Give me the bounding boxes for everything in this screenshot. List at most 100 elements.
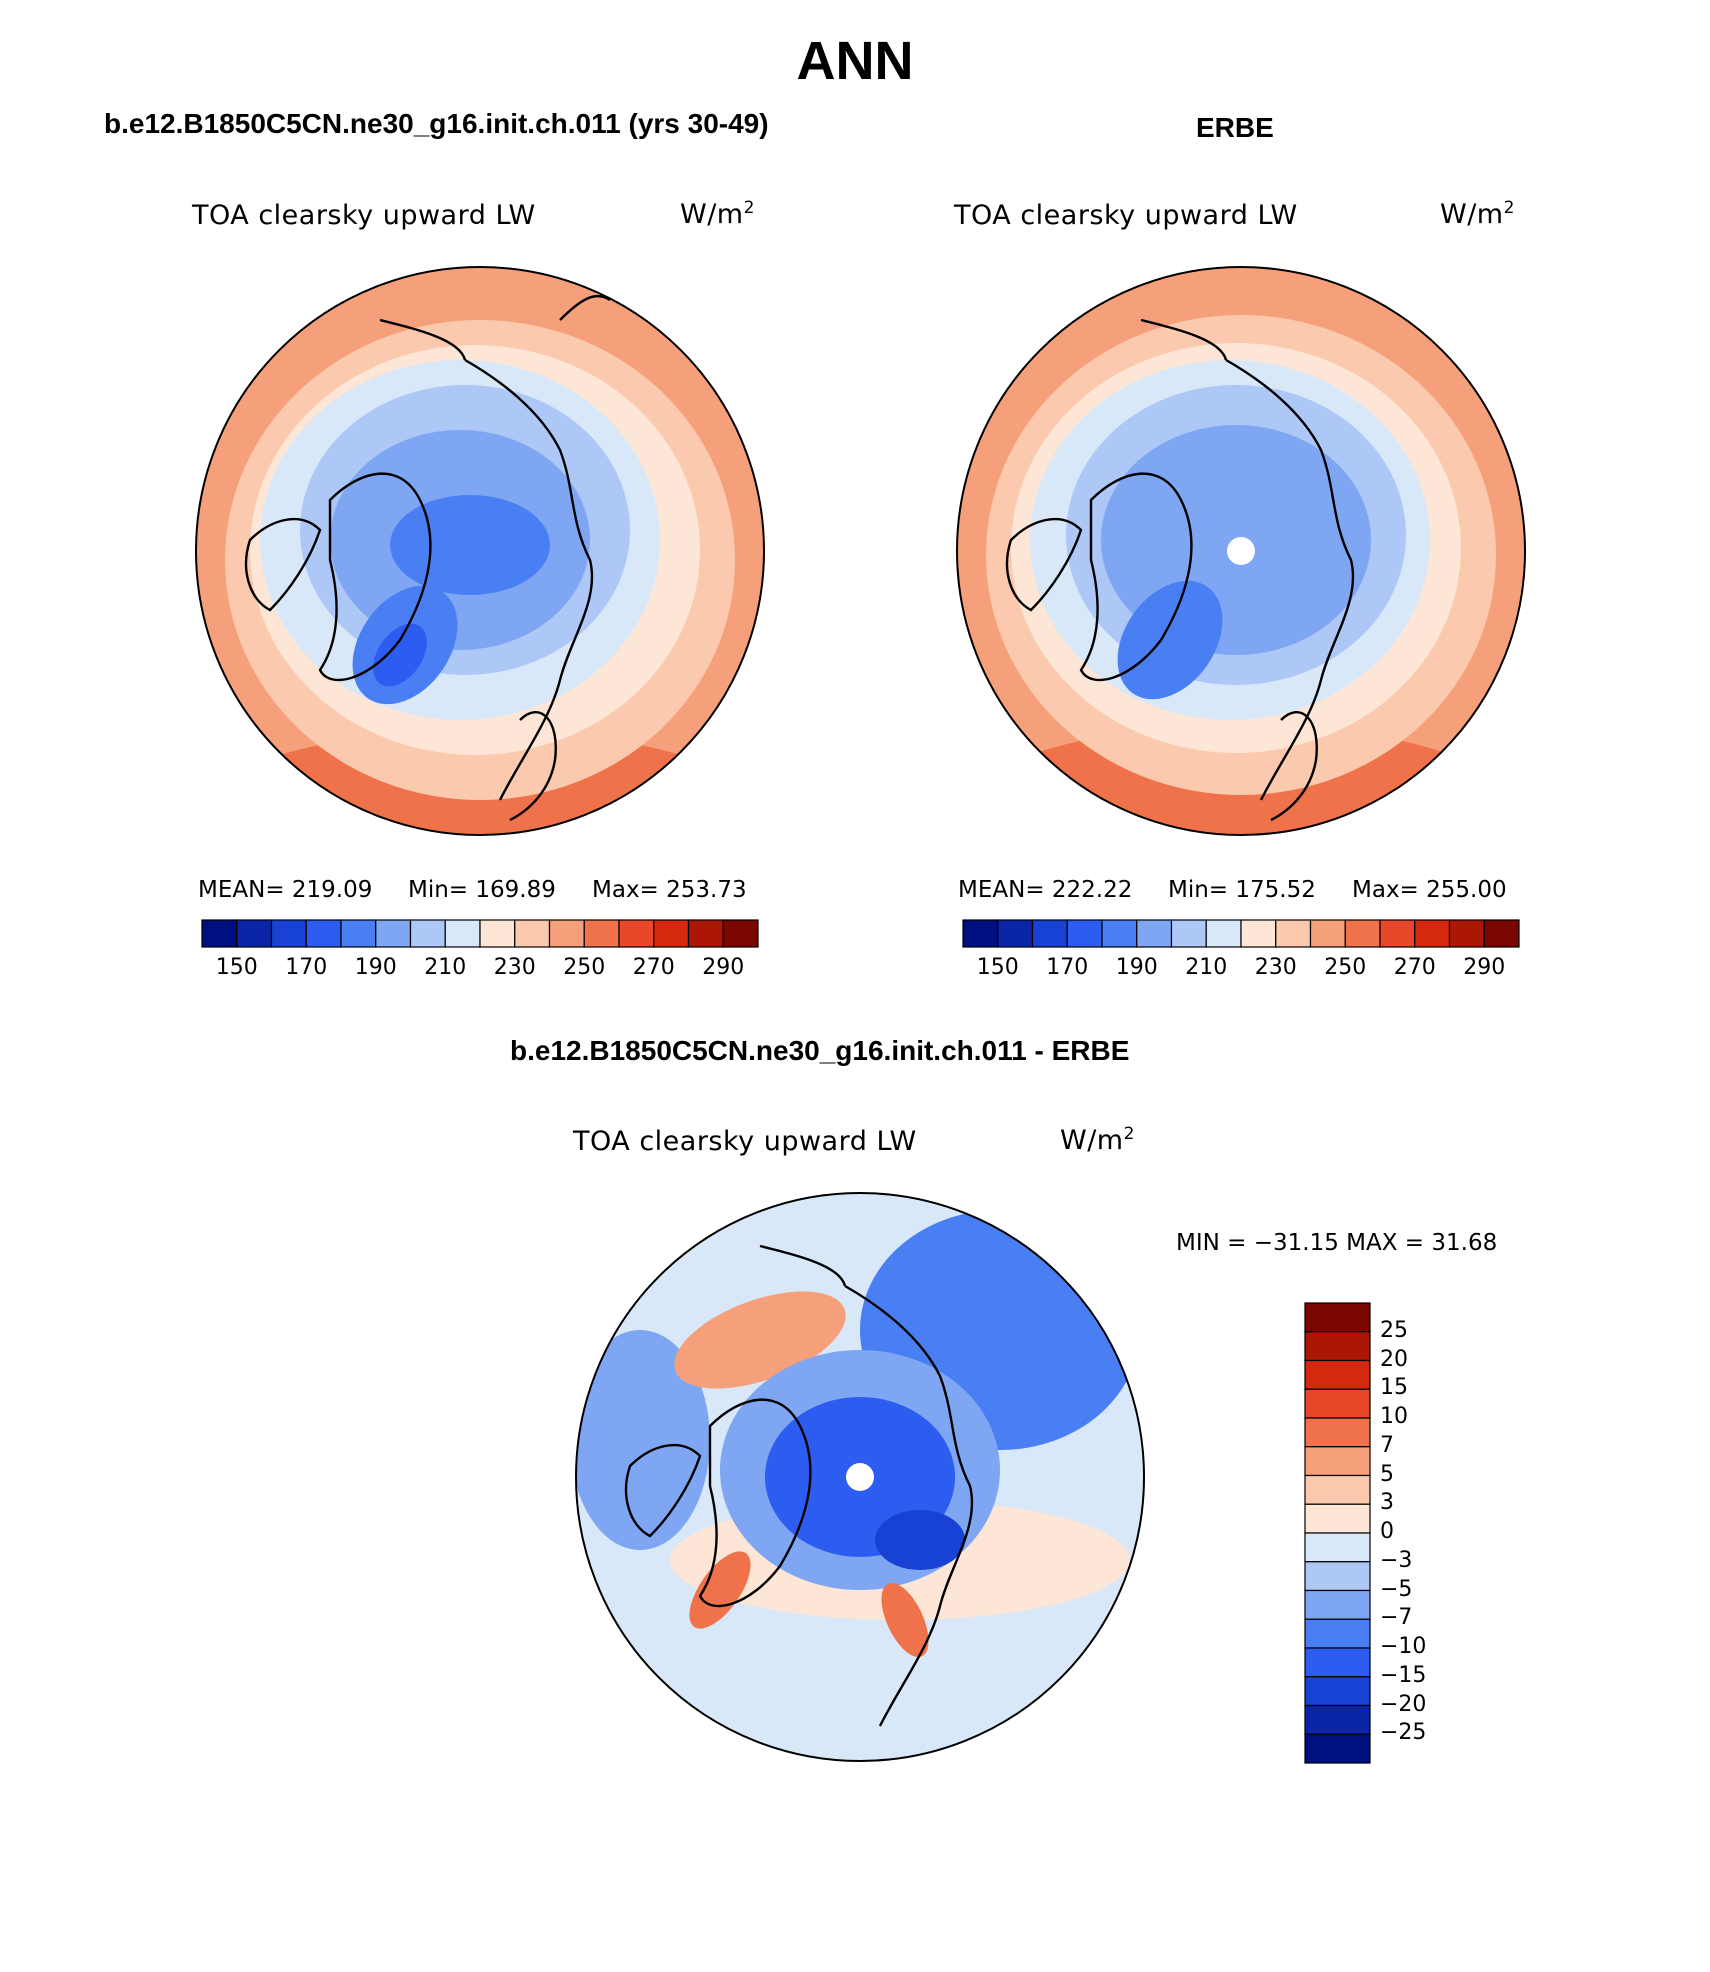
colorbar-erbe-tick-label: 150 <box>976 955 1019 980</box>
panel-1-header: b.e12.B1850C5CN.ne30_g16.init.ch.011 (yr… <box>104 108 769 139</box>
colorbar-model-swatch <box>305 919 342 948</box>
map1-coastlines <box>244 294 611 822</box>
colorbar-model-tick-label: 190 <box>354 955 397 980</box>
map1-border <box>195 266 765 836</box>
map3-scand-warm <box>881 1582 929 1658</box>
colorbar-erbe-swatch <box>1101 919 1138 948</box>
map1-greenland-core <box>373 623 427 687</box>
colorbar-difference-swatch <box>1304 1589 1371 1620</box>
map1-south-edge <box>196 730 764 835</box>
colorbar-model-swatch <box>653 919 690 948</box>
colorbar-model-swatch <box>618 919 655 948</box>
colorbar-difference-tick-label: −20 <box>1380 1691 1427 1717</box>
panel-3-variable-label: TOA clearsky upward LW <box>573 1126 917 1157</box>
colorbar-difference-swatch <box>1304 1331 1371 1362</box>
colorbar-erbe-swatch <box>1448 919 1485 948</box>
colorbar-model-tick-label: 290 <box>702 955 745 980</box>
colorbar-model-tick-label: 170 <box>285 955 328 980</box>
colorbar-difference-swatch <box>1304 1388 1371 1419</box>
colorbar-model-swatch <box>270 919 307 948</box>
colorbar-difference-swatch <box>1304 1359 1371 1390</box>
colorbar-difference-swatch <box>1304 1618 1371 1649</box>
colorbar-erbe-swatch <box>1379 919 1416 948</box>
colorbar-difference-tick-label: 25 <box>1380 1317 1408 1343</box>
map2-greenland-dark <box>1117 580 1223 700</box>
colorbar-erbe-tick-label: 230 <box>1254 955 1297 980</box>
map2-south-edge <box>957 725 1525 835</box>
map2-pole-hole <box>1227 537 1255 565</box>
map2-border <box>956 266 1526 836</box>
colorbar-erbe-tick-label: 270 <box>1393 955 1436 980</box>
panel-1-mean: MEAN= 219.09 <box>198 877 373 903</box>
colorbar-difference-swatch <box>1304 1503 1371 1534</box>
polar-map-model <box>195 266 765 836</box>
colorbar-erbe-tick-label: 170 <box>1046 955 1089 980</box>
colorbar-erbe-swatch <box>1170 919 1207 948</box>
colorbar-difference-swatch <box>1304 1417 1371 1448</box>
panel-3-units: W/m2 <box>1060 1124 1135 1156</box>
colorbar-difference-swatch <box>1304 1704 1371 1735</box>
colorbar-erbe-tick-label: 250 <box>1324 955 1367 980</box>
panel-2-variable-label: TOA clearsky upward LW <box>954 200 1298 231</box>
panel-2-mean: MEAN= 222.22 <box>958 877 1133 903</box>
map3-core <box>875 1510 965 1570</box>
colorbar-model-swatch <box>236 919 273 948</box>
colorbar-difference-swatch <box>1304 1446 1371 1477</box>
map3-n-warm <box>674 1291 846 1389</box>
colorbar-erbe-swatch <box>1483 919 1520 948</box>
panel-2-max: Max= 255.00 <box>1352 877 1507 903</box>
colorbar-erbe-swatch <box>1344 919 1381 948</box>
colorbar-difference-swatch <box>1304 1561 1371 1592</box>
panel-1-min: Min= 169.89 <box>408 877 556 903</box>
colorbar-model-swatch <box>444 919 481 948</box>
panel-3-minmax: MIN = −31.15 MAX = 31.68 <box>1176 1230 1498 1256</box>
panel-2-units: W/m2 <box>1440 198 1515 230</box>
colorbar-difference-tick-label: −5 <box>1380 1576 1413 1602</box>
colorbar-erbe <box>962 919 1520 948</box>
map3-coastlines <box>624 1244 974 1727</box>
colorbar-model-swatch <box>548 919 585 948</box>
colorbar-erbe-swatch <box>1136 919 1173 948</box>
colorbar-model-swatch <box>722 919 759 948</box>
colorbar-difference-tick-label: −7 <box>1380 1605 1413 1631</box>
colorbar-erbe-swatch <box>1309 919 1346 948</box>
colorbar-erbe-swatch <box>1414 919 1451 948</box>
colorbar-difference-tick-label: 10 <box>1380 1404 1408 1429</box>
colorbar-difference-tick-label: 15 <box>1380 1375 1408 1401</box>
panel-1-max: Max= 253.73 <box>592 877 747 903</box>
colorbar-model-swatch <box>583 919 620 948</box>
figure-title: ANN <box>796 31 914 91</box>
colorbar-model-swatch <box>201 919 238 948</box>
colorbar-model-tick-label: 150 <box>215 955 258 980</box>
colorbar-difference-tick-label: −25 <box>1380 1720 1427 1746</box>
panel-2-header: ERBE <box>1196 112 1274 143</box>
map3-pole-hole <box>846 1463 874 1491</box>
map2-coastlines <box>1005 318 1355 822</box>
colorbar-difference-tick-label: 3 <box>1380 1490 1394 1516</box>
colorbar-difference-tick-label: 7 <box>1380 1432 1394 1458</box>
colorbar-model-tick-label: 230 <box>493 955 536 980</box>
colorbar-model-swatch <box>514 919 551 948</box>
colorbar-difference <box>1304 1302 1371 1764</box>
colorbar-model-swatch <box>409 919 446 948</box>
colorbar-difference-tick-label: −15 <box>1380 1662 1427 1688</box>
colorbar-erbe-swatch <box>1066 919 1103 948</box>
colorbar-erbe-swatch <box>1240 919 1277 948</box>
panel-2-min: Min= 175.52 <box>1168 877 1316 903</box>
colorbar-model-swatch <box>687 919 724 948</box>
colorbar-model-swatch <box>375 919 412 948</box>
colorbar-erbe-swatch <box>1275 919 1312 948</box>
colorbar-erbe-tick-label: 190 <box>1115 955 1158 980</box>
colorbar-difference-swatch <box>1304 1647 1371 1678</box>
map3-w-blue <box>576 1330 710 1550</box>
colorbar-difference-tick-label: 0 <box>1380 1519 1394 1544</box>
colorbar-model-tick-label: 270 <box>632 955 675 980</box>
colorbar-difference-swatch <box>1304 1733 1371 1764</box>
panel-1-variable-label: TOA clearsky upward LW <box>192 200 536 231</box>
colorbar-erbe-tick-label: 290 <box>1463 955 1506 980</box>
map3-border <box>575 1192 1145 1762</box>
colorbar-model-tick-label: 250 <box>563 955 606 980</box>
colorbar-difference-tick-label: −10 <box>1380 1634 1427 1659</box>
panel-3-header: b.e12.B1850C5CN.ne30_g16.init.ch.011 - E… <box>510 1035 1130 1066</box>
